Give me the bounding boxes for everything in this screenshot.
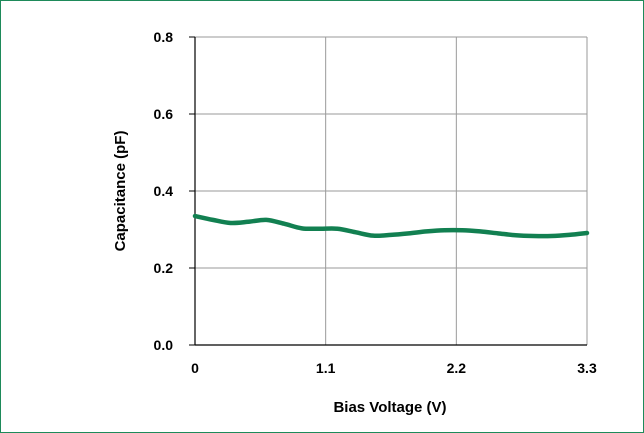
x-tick-label: 1.1: [316, 360, 336, 376]
capacitance-series-line: [192, 213, 590, 239]
y-axis-label: Capacitance (pF): [112, 131, 129, 252]
y-tick-label: 0.0: [154, 337, 174, 353]
y-tick-label: 0.8: [154, 29, 174, 45]
y-tick-label: 0.4: [154, 183, 174, 199]
x-tick-label: 0: [191, 360, 199, 376]
x-axis-label: Bias Voltage (V): [333, 399, 446, 416]
x-tick-label: 3.3: [577, 360, 597, 376]
x-tick-label: 2.2: [447, 360, 467, 376]
y-tick-label: 0.2: [154, 260, 174, 276]
y-tick-label: 0.6: [154, 106, 174, 122]
